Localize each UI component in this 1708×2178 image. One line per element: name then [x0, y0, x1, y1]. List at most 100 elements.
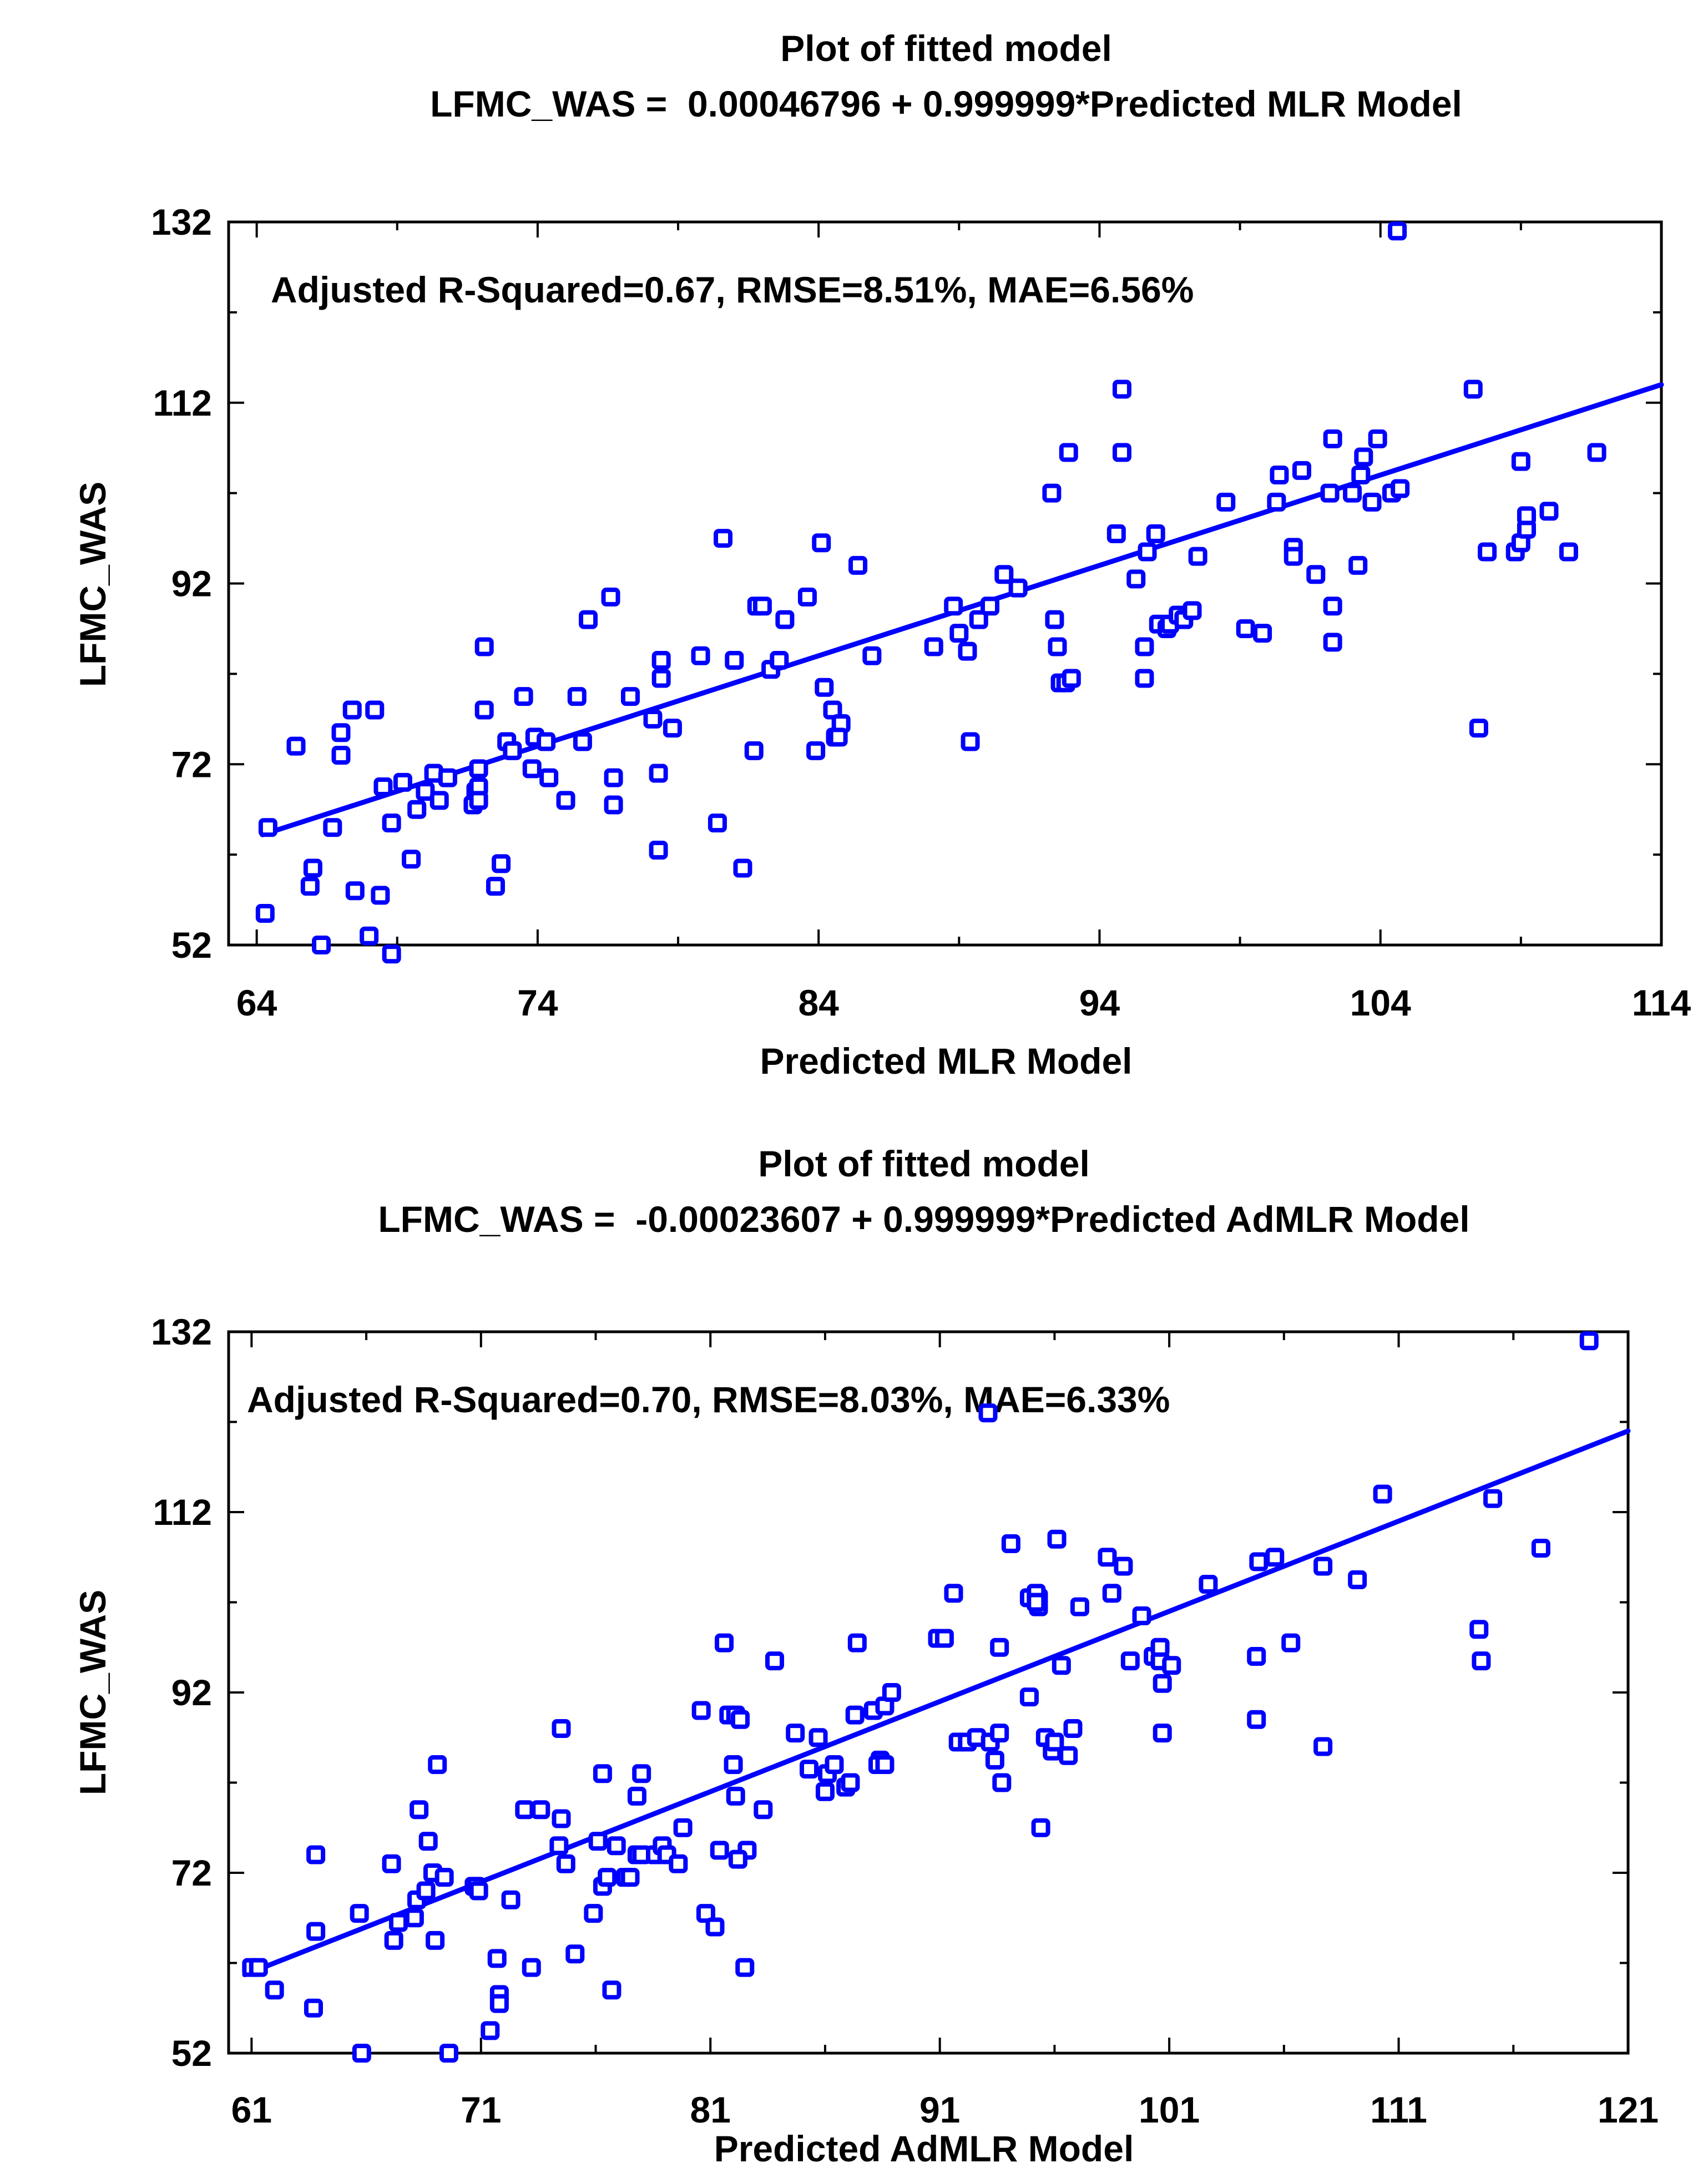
x-tick-label: 104 [1350, 982, 1411, 1023]
data-point [382, 1854, 401, 1873]
data-point [651, 669, 671, 688]
data-point [416, 782, 435, 801]
x-tick-label: 111 [1370, 2089, 1427, 2130]
data-point [705, 1917, 725, 1937]
y-axis-label: LFMC_WAS [72, 1590, 113, 1795]
data-point [1281, 1633, 1301, 1653]
data-point [365, 700, 385, 720]
data-point [514, 687, 533, 706]
data-point [730, 1710, 750, 1729]
data-point [584, 1904, 603, 1923]
data-point [1019, 1687, 1039, 1707]
scatter-points [255, 221, 1606, 964]
data-point [845, 1705, 865, 1725]
x-tick-label: 94 [1079, 982, 1120, 1023]
data-point [567, 687, 587, 706]
y-tick-label: 132 [151, 1311, 212, 1352]
data-point [1483, 1489, 1503, 1508]
data-point [331, 745, 351, 765]
y-tick-label: 112 [153, 1492, 212, 1533]
data-point [958, 641, 977, 661]
data-point [1199, 1575, 1218, 1594]
data-point [1098, 1548, 1117, 1567]
data-point [306, 1922, 326, 1941]
data-point [1472, 1651, 1491, 1671]
data-point [808, 1728, 828, 1747]
data-point [643, 709, 663, 729]
data-point [1047, 1529, 1067, 1549]
data-point [1348, 1570, 1367, 1589]
data-point [815, 678, 834, 697]
data-point [469, 759, 488, 779]
data-point [1102, 1584, 1121, 1603]
data-point [1292, 461, 1311, 480]
data-point [342, 700, 362, 720]
data-point [862, 646, 882, 665]
data-point [1517, 506, 1536, 525]
data-point [474, 637, 494, 656]
data-point [1463, 380, 1483, 399]
x-tick-label: 64 [236, 982, 277, 1023]
data-point [1531, 1539, 1550, 1558]
data-point [416, 1881, 436, 1901]
data-point [725, 650, 744, 670]
data-point [1253, 624, 1272, 643]
chart-mlr: Plot of fitted model LFMC_WAS = 0.000467… [72, 28, 1691, 1082]
data-point [1343, 483, 1362, 503]
data-point [593, 1764, 612, 1783]
data-point [418, 1832, 438, 1851]
data-point [573, 732, 592, 751]
data-point [1112, 443, 1131, 462]
x-tick-label: 74 [517, 982, 558, 1023]
x-tick-label: 71 [461, 2089, 501, 2130]
data-point [1106, 524, 1126, 543]
data-point [323, 818, 342, 837]
data-point [978, 1403, 998, 1423]
data-point [429, 791, 449, 810]
data-point [382, 813, 401, 833]
data-annotation: Adjusted R-Squared=0.67, RMSE=8.51%, MAE… [271, 269, 1194, 310]
data-point [1001, 1534, 1020, 1553]
y-tick-label: 72 [171, 744, 212, 785]
data-point [1559, 542, 1578, 562]
data-point [1373, 1484, 1392, 1504]
y-tick-label: 132 [151, 201, 212, 242]
data-point [691, 646, 710, 665]
data-point [1511, 452, 1530, 471]
data-point [1112, 380, 1131, 399]
data-point [848, 555, 868, 575]
data-point [985, 1750, 1004, 1770]
data-point [1045, 610, 1064, 629]
data-point [607, 1836, 626, 1856]
data-point [255, 903, 275, 923]
data-point [841, 1773, 860, 1792]
data-point [405, 1908, 424, 1928]
data-point [744, 741, 764, 760]
data-point [708, 813, 727, 833]
data-point [1008, 578, 1028, 598]
data-point [1348, 555, 1368, 575]
data-point [552, 1809, 571, 1828]
data-point [1162, 1656, 1181, 1675]
chart-title: Plot of fitted model [780, 28, 1112, 69]
data-point [1539, 502, 1559, 521]
data-point [352, 2044, 371, 2063]
data-point [388, 1913, 408, 1932]
data-point [1362, 492, 1382, 512]
x-tick-label: 61 [231, 2089, 272, 2130]
data-point [407, 800, 427, 819]
data-point [1126, 569, 1146, 589]
x-axis-label: Predicted AdMLR Model [714, 2128, 1134, 2169]
x-tick-label: 114 [1632, 982, 1691, 1023]
data-point [1135, 637, 1154, 656]
data-point [1153, 1674, 1172, 1693]
data-point [373, 777, 393, 796]
data-point [1283, 547, 1303, 566]
data-point [492, 854, 511, 873]
data-point [1323, 597, 1342, 616]
data-point [1146, 524, 1165, 543]
data-point [1045, 1732, 1064, 1752]
data-point [1059, 1746, 1078, 1765]
data-point [691, 1701, 711, 1720]
x-axis-label: Predicted MLR Model [760, 1040, 1132, 1082]
